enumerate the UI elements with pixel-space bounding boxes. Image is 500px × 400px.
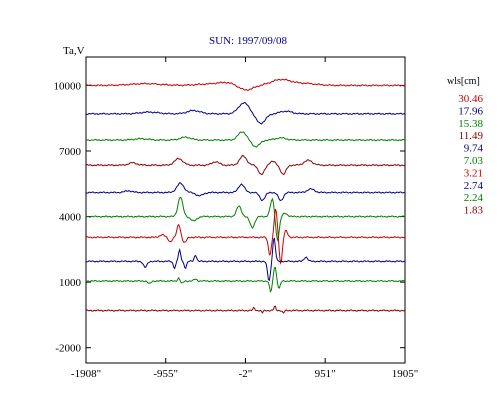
legend-entry: 9.74 (464, 143, 484, 155)
series-lines (85, 78, 406, 314)
series-line (85, 182, 406, 202)
y-tick-label: -2000 (55, 343, 81, 355)
series-line (85, 196, 406, 242)
series-line (85, 237, 406, 282)
legend-entry: 3.21 (464, 167, 483, 179)
series-line (85, 305, 406, 314)
x-tick-label: 1905" (392, 368, 419, 380)
y-axis-ticks: 10000 7000 4000 1000 -2000 (54, 80, 405, 355)
legend-entry: 17.96 (458, 105, 483, 117)
legend: 30.4617.9615.3811.499.747.033.212.742.24… (458, 93, 483, 217)
x-tick-label: -1908" (71, 368, 101, 380)
chart-title: SUN: 1997/09/08 (209, 35, 287, 47)
legend-entry: 30.46 (458, 93, 483, 105)
y-tick-label: 4000 (59, 212, 82, 224)
y-tick-label: 1000 (59, 277, 82, 289)
x-tick-label: -2" (239, 368, 253, 380)
y-axis-label: Ta,V (63, 45, 85, 57)
x-axis-ticks: -1908" -955" -2" 951" 1905" (71, 57, 418, 380)
legend-entry: 2.74 (464, 180, 484, 192)
x-tick-label: -955" (153, 368, 178, 380)
series-line (85, 131, 406, 148)
series-line (85, 208, 406, 265)
series-line (85, 78, 406, 91)
legend-entry: 2.24 (464, 192, 484, 204)
legend-entry: 7.03 (464, 155, 484, 167)
legend-entry: 11.49 (459, 130, 484, 142)
legend-title: wls[cm] (447, 76, 480, 87)
y-tick-label: 10000 (54, 80, 82, 92)
series-line (85, 266, 406, 293)
series-line (85, 101, 406, 125)
x-tick-label: 951" (315, 368, 336, 380)
legend-entry: 15.38 (458, 118, 483, 130)
series-line (85, 154, 406, 175)
legend-entry: 1.83 (464, 205, 484, 217)
y-tick-label: 7000 (59, 146, 82, 158)
